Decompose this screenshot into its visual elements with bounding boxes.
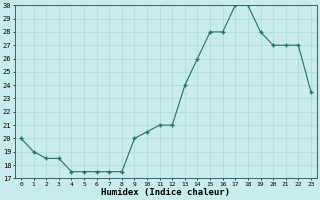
X-axis label: Humidex (Indice chaleur): Humidex (Indice chaleur)	[101, 188, 230, 197]
